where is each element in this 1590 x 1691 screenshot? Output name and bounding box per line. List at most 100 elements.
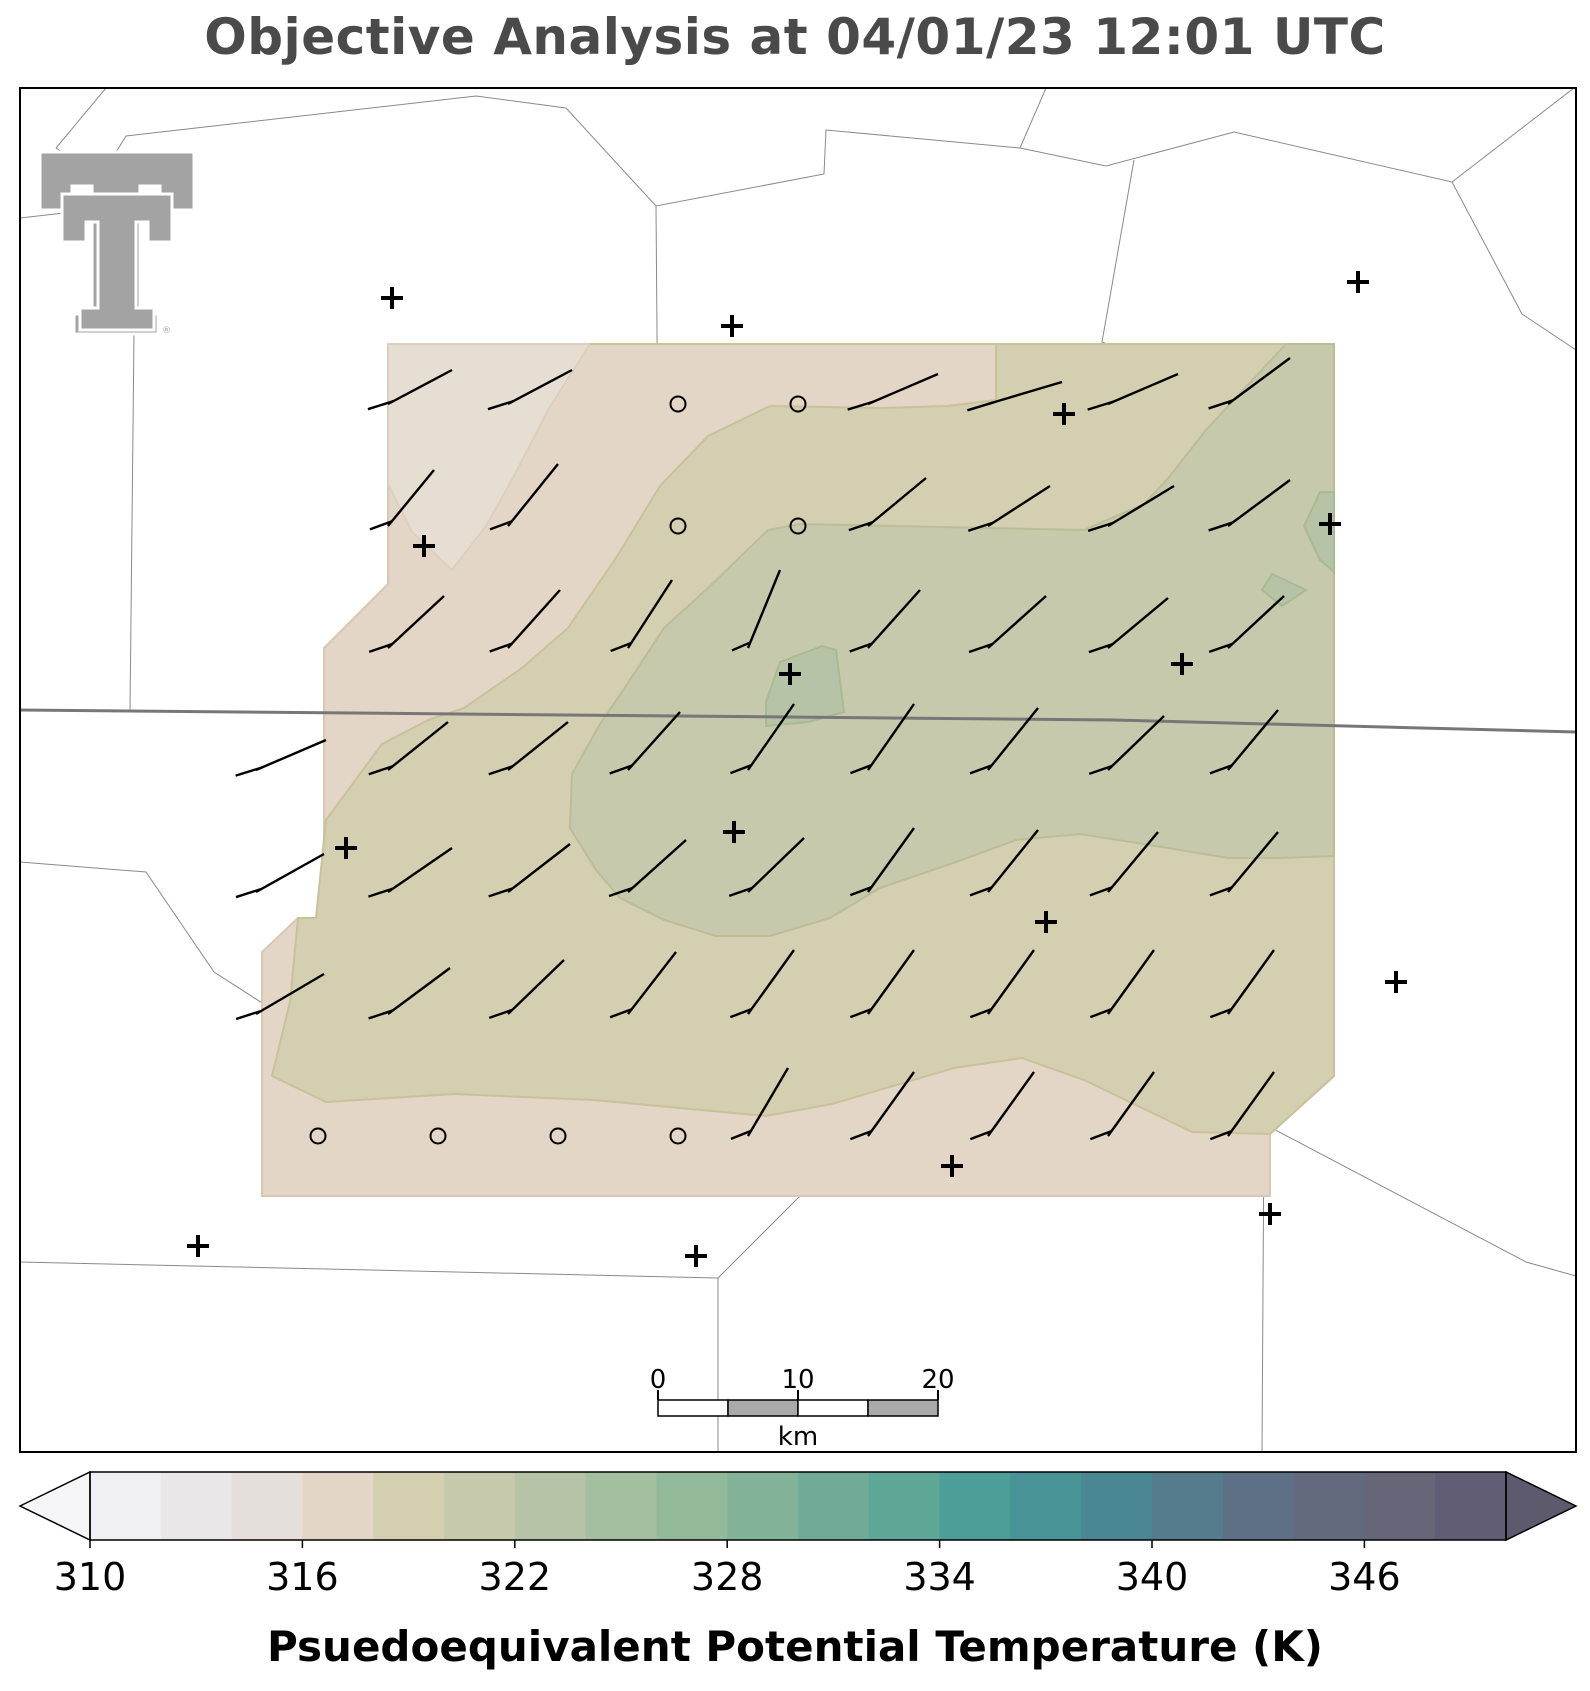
wind-barb — [1089, 831, 1159, 897]
station-marker — [1385, 971, 1407, 993]
scale-bar: 0 10 20 km — [650, 1365, 955, 1452]
county-line — [55, 88, 1575, 207]
wind-barb — [235, 972, 325, 1021]
county-line — [1451, 181, 1576, 351]
scale-segment — [797, 1399, 869, 1417]
scale-label-20: 20 — [921, 1365, 954, 1395]
barb-feather — [969, 764, 993, 775]
barb-shaft — [507, 589, 561, 649]
colorbar-bin — [373, 1472, 445, 1540]
barb-shaft — [1107, 715, 1165, 771]
barb-feather — [367, 400, 394, 411]
scale-segment — [657, 1399, 729, 1417]
barb-feather — [235, 1009, 262, 1021]
wind-barb — [1209, 949, 1275, 1019]
wind-barb — [849, 827, 915, 897]
wind-barb — [1088, 597, 1169, 654]
barb-feather — [608, 886, 633, 898]
wind-barb — [1209, 1071, 1275, 1141]
wind-barb — [1087, 484, 1175, 533]
barb-feather — [849, 1008, 872, 1019]
colorbar-outline — [89, 1471, 1507, 1541]
barb-shaft — [987, 1071, 1035, 1137]
wind-barb — [969, 1071, 1035, 1141]
barb-feather — [969, 1130, 992, 1141]
barb-feather — [487, 400, 514, 411]
texas-tech-double-t-logo: ® — [38, 150, 196, 336]
colorbar-bin — [231, 1472, 303, 1540]
wind-barb — [969, 707, 1039, 775]
colorbar-bin — [1364, 1472, 1436, 1540]
barb-feather — [1209, 1130, 1232, 1141]
wind-barb — [849, 949, 915, 1019]
barb-feather — [368, 642, 393, 654]
barb-shaft — [387, 368, 453, 406]
barb-feather — [369, 520, 393, 531]
scale-label-0: 0 — [650, 1365, 667, 1395]
barb-feather — [609, 764, 633, 775]
county-line — [20, 1261, 719, 1279]
barb-feather — [368, 1009, 394, 1020]
station-marker — [381, 287, 403, 309]
calm-wind-markers — [309, 395, 807, 1145]
wind-barb — [728, 837, 805, 897]
colorbar-bin — [585, 1472, 657, 1540]
barb-feather — [1089, 1008, 1112, 1019]
barb-feather — [235, 887, 262, 899]
barb-feather — [1208, 399, 1234, 410]
wind-barb — [969, 949, 1035, 1019]
barb-feather — [1208, 642, 1233, 654]
barb-feather — [967, 521, 994, 532]
barb-shaft — [387, 469, 435, 527]
colorbar-tick-label: 310 — [54, 1555, 127, 1599]
colorbar-bin — [727, 1472, 799, 1540]
barb-shaft — [1227, 1071, 1275, 1137]
barb-shaft — [1107, 484, 1175, 528]
barb-shaft — [255, 972, 325, 1016]
barb-feather — [849, 886, 872, 897]
barb-shaft — [867, 949, 915, 1015]
colorbar-under-arrow — [18, 1470, 91, 1542]
barb-shaft — [387, 967, 451, 1015]
logo-front-t — [60, 192, 174, 332]
colorbar-tick-label: 340 — [1116, 1555, 1189, 1599]
station-marker — [1053, 403, 1075, 425]
wind-barb — [849, 589, 921, 653]
wind-barb — [489, 589, 561, 653]
barb-shaft — [987, 595, 1047, 649]
logo-registered-mark: ® — [162, 326, 171, 336]
barb-shaft — [507, 721, 569, 771]
barb-feather — [849, 642, 873, 653]
barb-feather — [489, 520, 513, 531]
colorbar-bin — [868, 1472, 941, 1540]
barb-shaft — [507, 959, 565, 1015]
calm-marker — [429, 1127, 447, 1145]
county-line — [55, 88, 107, 149]
barb-shaft — [1227, 831, 1279, 893]
calm-marker — [309, 1127, 327, 1145]
calm-marker — [669, 1127, 687, 1145]
barb-feather — [729, 763, 752, 775]
station-marker — [779, 663, 801, 685]
contour-fill-322 — [1302, 491, 1335, 575]
calm-marker — [669, 517, 687, 535]
station-marker — [1035, 911, 1057, 933]
barb-shaft — [627, 951, 677, 1015]
wind-barb — [969, 829, 1039, 897]
wind-barb — [730, 1067, 790, 1140]
barb-shaft — [867, 477, 927, 527]
barb-feather — [488, 765, 514, 776]
colorbar-bin — [1222, 1472, 1295, 1540]
wind-barb — [487, 368, 573, 411]
barb-feather — [966, 401, 995, 412]
barb-feather — [849, 763, 872, 775]
wind-barb — [235, 852, 325, 899]
scale-segment — [727, 1399, 799, 1417]
barb-shaft — [507, 843, 571, 893]
colorbar-bin — [514, 1472, 587, 1540]
station-marker — [1347, 271, 1369, 293]
wind-barb — [488, 959, 565, 1019]
wind-barb — [368, 967, 451, 1020]
contour-fill-320 — [568, 343, 1335, 937]
barb-shaft — [255, 852, 325, 894]
